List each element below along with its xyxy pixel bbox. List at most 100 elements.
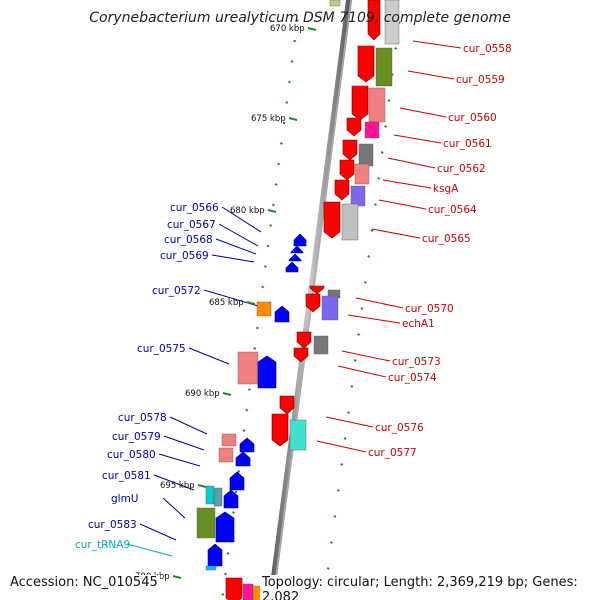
tick-mark	[374, 203, 377, 206]
gene-label-cur_0577[interactable]: cur_0577	[368, 447, 417, 459]
gene-arrow	[223, 489, 239, 509]
gene-box	[205, 485, 215, 505]
gene-label-cur_0558[interactable]: cur_0558	[463, 43, 512, 55]
gene-box	[341, 203, 359, 241]
gene-label-cur_0568[interactable]: cur_0568	[164, 234, 213, 246]
gene-label-cur_0572[interactable]: cur_0572	[152, 285, 201, 297]
gene-label-cur_0573[interactable]: cur_0573	[392, 356, 441, 368]
tick-mark	[242, 429, 246, 432]
gene-label-cur_0574[interactable]: cur_0574	[388, 372, 437, 384]
tick-mark	[263, 265, 267, 268]
gene-label-cur_0560[interactable]: cur_0560	[448, 112, 497, 124]
gene-box	[256, 301, 272, 317]
gene-box	[221, 433, 237, 447]
tick-mark	[346, 411, 350, 414]
tick-mark	[357, 333, 361, 336]
gene-label-ksgA[interactable]: ksgA	[433, 183, 459, 195]
label-connector	[153, 474, 195, 491]
tick-mark	[253, 347, 257, 350]
tick-mark	[360, 307, 364, 310]
tick-mark	[277, 162, 281, 166]
tick-mark	[282, 121, 286, 125]
tick-mark	[380, 151, 384, 154]
gene-box	[205, 565, 217, 571]
tick-mark	[245, 408, 249, 412]
label-connector	[139, 523, 177, 541]
gene-label-cur_0583[interactable]: cur_0583	[88, 519, 137, 531]
gene-label-cur_0559[interactable]: cur_0559	[456, 74, 505, 86]
label-connector	[215, 238, 257, 255]
label-connector	[158, 453, 201, 467]
tick-mark	[271, 203, 275, 207]
label-connector	[188, 347, 230, 365]
gene-label-cur_0581[interactable]: cur_0581	[102, 470, 151, 482]
gene-box	[237, 351, 259, 385]
label-connector	[341, 350, 391, 362]
gene-box	[242, 583, 254, 600]
gene-label-cur_0565[interactable]: cur_0565	[422, 233, 471, 245]
gene-label-cur_0569[interactable]: cur_0569	[160, 250, 209, 262]
gene-label-cur_0575[interactable]: cur_0575	[137, 343, 186, 355]
gene-label-cur_0567[interactable]: cur_0567	[167, 219, 216, 231]
tick-mark	[295, 19, 299, 22]
gene-label-cur_0580[interactable]: cur_0580	[107, 449, 156, 461]
gene-box	[384, 0, 400, 45]
label-connector	[412, 40, 462, 49]
gene-box	[289, 419, 307, 451]
gene-arrow	[367, 0, 381, 41]
tick-mark	[333, 515, 337, 518]
accession-text: Accession: NC_010545	[8, 575, 160, 590]
label-connector	[337, 365, 387, 378]
tick-mark	[247, 388, 251, 391]
gene-arrow	[309, 285, 325, 295]
tick-mark	[387, 99, 391, 102]
gene-label-cur_0578[interactable]: cur_0578	[118, 412, 167, 424]
gene-arrow	[279, 395, 295, 415]
label-connector	[163, 435, 205, 451]
gene-box	[329, 0, 341, 7]
gene-box	[321, 295, 339, 321]
label-connector	[325, 416, 374, 428]
tick-mark	[293, 39, 297, 43]
tick-mark	[336, 489, 340, 492]
gene-label-echA1[interactable]: echA1	[402, 318, 435, 330]
tick-mark	[223, 572, 227, 576]
gene-label-glmU[interactable]: glmU	[111, 493, 139, 505]
tick-mark	[226, 552, 230, 555]
tick-mark	[363, 281, 367, 284]
tick-mark	[285, 101, 289, 104]
gene-box	[368, 87, 386, 123]
tick-mark	[290, 60, 294, 63]
gene-label-cur_0570[interactable]: cur_0570	[405, 303, 454, 315]
gene-label-cur_0566[interactable]: cur_0566	[170, 202, 219, 214]
tick-mark	[367, 255, 371, 258]
gene-label-cur_0576[interactable]: cur_0576	[375, 422, 424, 434]
kbp-label: 695 kbp	[160, 481, 195, 491]
tick-mark	[269, 224, 273, 227]
gene-label-cur_0579[interactable]: cur_0579	[112, 431, 161, 443]
label-connector	[378, 199, 427, 210]
gene-arrow	[271, 413, 289, 447]
gene-arrow	[339, 159, 355, 181]
gene-box	[354, 163, 370, 185]
label-connector	[393, 134, 442, 144]
gene-label-cur_0562[interactable]: cur_0562	[437, 163, 486, 175]
tick-mark	[261, 285, 265, 289]
tick-mark	[370, 229, 374, 232]
tick-mark	[340, 463, 344, 466]
gene-arrow	[323, 201, 341, 239]
gene-arrow	[346, 117, 362, 137]
tick-mark	[353, 359, 357, 362]
kbp-tick	[197, 484, 207, 488]
tick-mark	[279, 142, 283, 145]
tick-mark	[350, 385, 354, 388]
topology-text: Topology: circular; Length: 2,369,219 bp…	[260, 575, 600, 600]
gene-box	[218, 447, 234, 463]
tick-mark	[231, 511, 235, 514]
gene-label-cur_0564[interactable]: cur_0564	[428, 204, 477, 216]
gene-label-cur_0561[interactable]: cur_0561	[443, 138, 492, 150]
gene-label-cur_tRNA9[interactable]: cur_tRNA9	[75, 539, 130, 551]
gene-box	[364, 121, 380, 139]
